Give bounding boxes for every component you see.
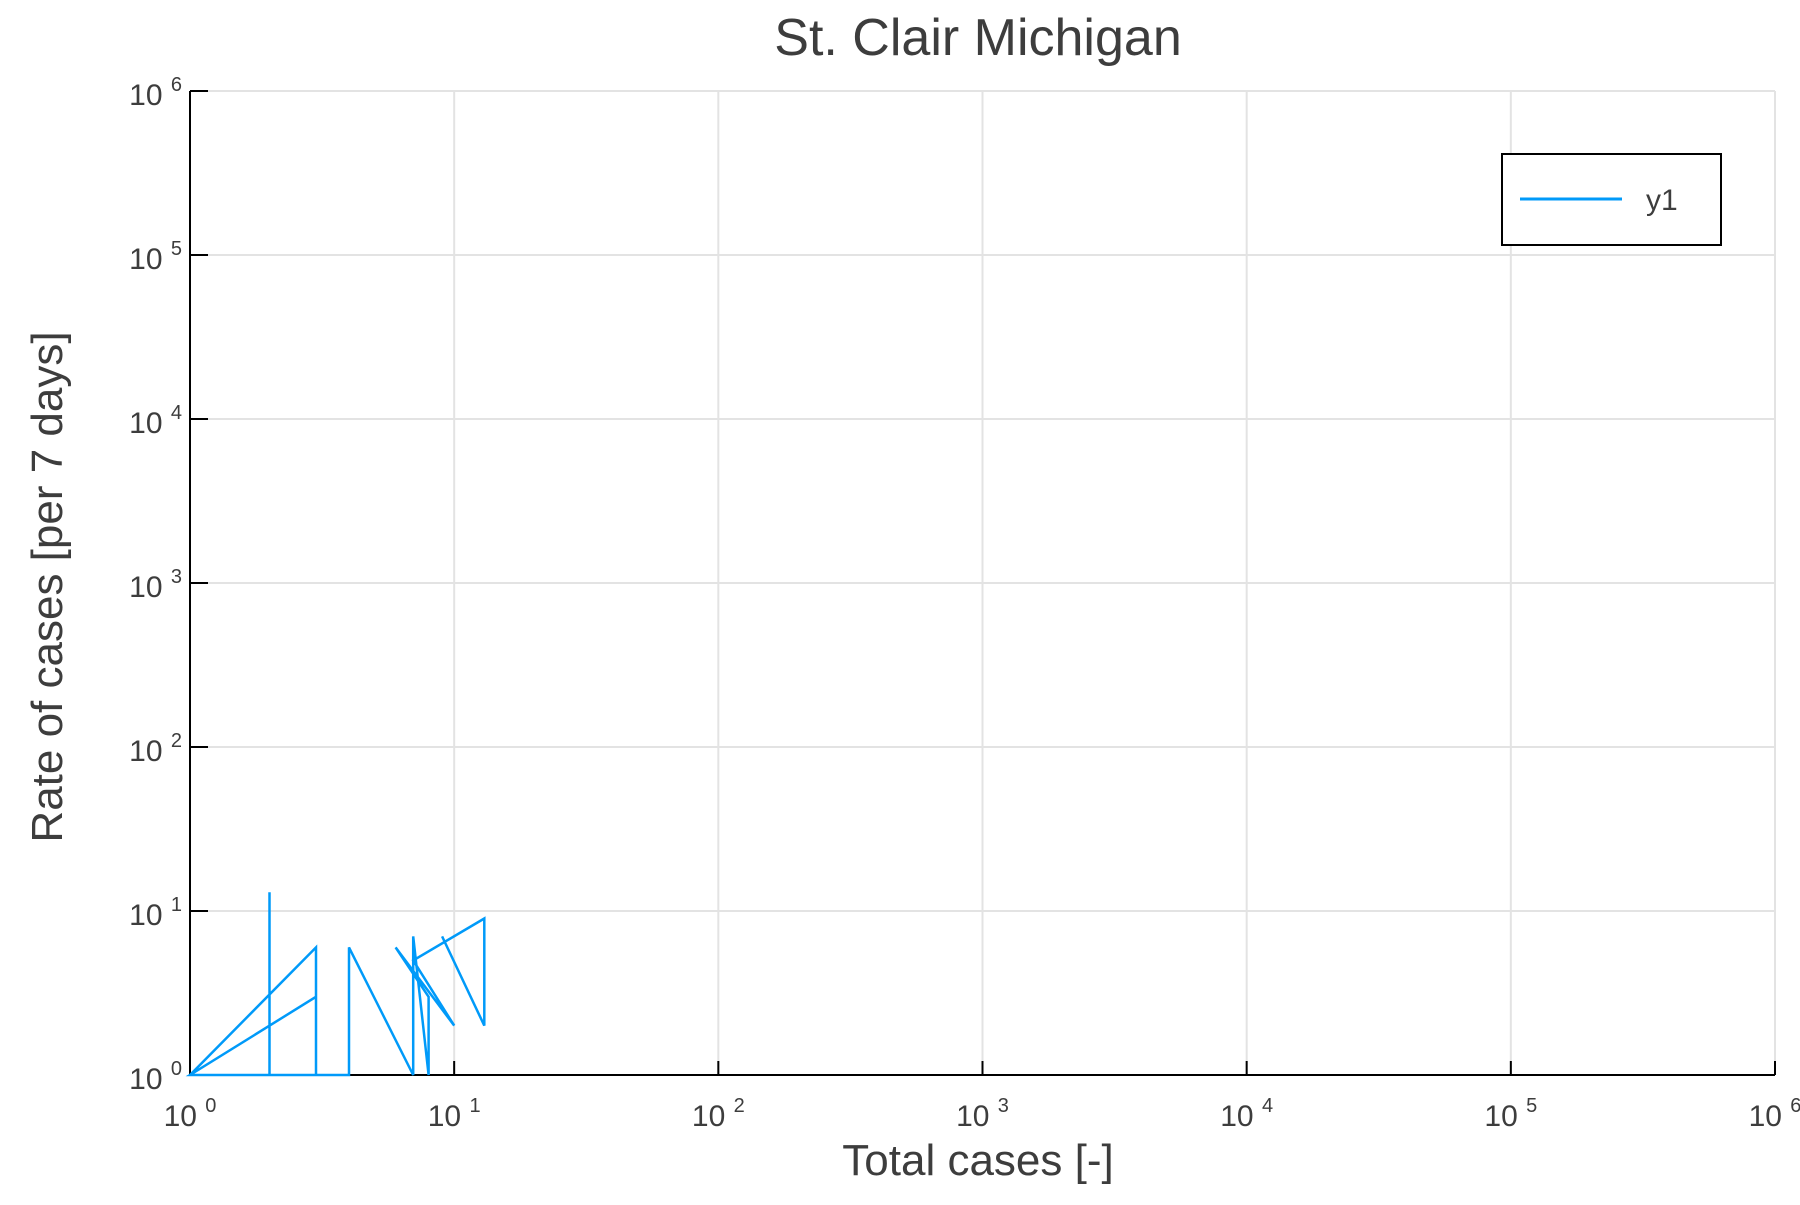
y-tick-label: 10 2 xyxy=(129,730,182,768)
y-tick-label: 10 6 xyxy=(129,74,182,112)
y-tick-label-base: 10 xyxy=(129,571,171,604)
chart-title: St. Clair Michigan xyxy=(774,9,1181,67)
x-tick-label: 10 5 xyxy=(1484,1095,1537,1133)
x-tick-label-base: 10 xyxy=(692,1100,734,1133)
x-tick-label-base: 10 xyxy=(1484,1100,1526,1133)
y-tick-label: 10 4 xyxy=(129,402,182,440)
y-axis-label: Rate of cases [per 7 days] xyxy=(23,331,72,842)
x-tick-label-base: 10 xyxy=(1220,1100,1262,1133)
y-tick-label: 10 5 xyxy=(129,238,182,276)
y-tick-label: 10 3 xyxy=(129,566,182,604)
legend: y1 xyxy=(1501,153,1722,246)
x-tick-label: 10 2 xyxy=(692,1095,745,1133)
y-tick-label-exponent: 5 xyxy=(171,238,182,260)
x-tick-label: 10 0 xyxy=(164,1095,217,1133)
x-tick-label-exponent: 5 xyxy=(1526,1095,1537,1117)
y-tick-label-base: 10 xyxy=(129,79,171,112)
y-tick-label-exponent: 0 xyxy=(171,1058,182,1080)
series-layer xyxy=(185,892,486,1077)
y-tick-label-exponent: 2 xyxy=(171,730,182,752)
y-tick-label-base: 10 xyxy=(129,735,171,768)
x-tick-label: 10 3 xyxy=(956,1095,1009,1133)
x-tick-label-exponent: 3 xyxy=(998,1095,1009,1117)
x-axis-label: Total cases [-] xyxy=(842,1136,1113,1185)
series-line-y1 xyxy=(185,892,486,1077)
legend-label-y1: y1 xyxy=(1646,184,1678,217)
x-tick-label-exponent: 0 xyxy=(205,1095,216,1117)
y-tick-label-base: 10 xyxy=(129,243,171,276)
x-tick-label-exponent: 4 xyxy=(1262,1095,1273,1117)
x-tick-label-base: 10 xyxy=(164,1100,206,1133)
y-tick-label-base: 10 xyxy=(129,407,171,440)
x-tick-label-base: 10 xyxy=(428,1100,470,1133)
y-tick-label-base: 10 xyxy=(129,1063,171,1096)
x-tick-label: 10 6 xyxy=(1749,1095,1800,1133)
x-tick-label-base: 10 xyxy=(956,1100,998,1133)
x-tick-label: 10 1 xyxy=(428,1095,481,1133)
y-tick-label-exponent: 1 xyxy=(171,894,182,916)
x-tick-label: 10 4 xyxy=(1220,1095,1273,1133)
y-tick-label-exponent: 3 xyxy=(171,566,182,588)
ticks-layer: 10 0 10 1 10 2 10 3 10 4 10 5 10 610 010 110 2… xyxy=(129,74,1800,1133)
y-tick-label: 10 1 xyxy=(129,894,182,932)
y-tick-label-base: 10 xyxy=(129,899,171,932)
x-tick-label-exponent: 2 xyxy=(734,1095,745,1117)
y-tick-label: 10 0 xyxy=(129,1058,182,1096)
grid-layer xyxy=(189,90,1776,1076)
y-tick-label-exponent: 6 xyxy=(171,74,182,96)
x-tick-label-exponent: 1 xyxy=(469,1095,480,1117)
x-tick-label-base: 10 xyxy=(1749,1100,1791,1133)
x-tick-label-exponent: 6 xyxy=(1790,1095,1800,1117)
y-tick-label-exponent: 4 xyxy=(171,402,182,424)
